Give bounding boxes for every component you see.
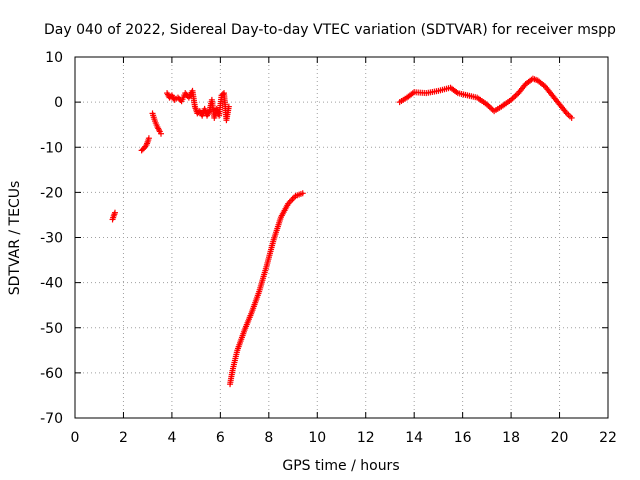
y-tick-label: -20 — [40, 185, 63, 201]
y-tick-label: -50 — [40, 321, 63, 337]
y-tick-label: -10 — [40, 140, 63, 156]
ticks: 0 2 4 6 8 10 12 14 16 18 20 22 -70 -60 -50 -40 -30 -20 -10… — [40, 50, 617, 446]
data-point — [158, 130, 165, 137]
y-axis-label: SDTVAR / TECUs — [7, 181, 23, 296]
x-axis-label: GPS time / hours — [282, 458, 399, 474]
data-point — [299, 190, 306, 197]
y-tick-label: -30 — [40, 231, 63, 247]
data-point — [145, 135, 152, 142]
data-point — [111, 209, 118, 216]
grid — [75, 57, 608, 418]
data-points — [109, 75, 575, 388]
data-point — [512, 92, 519, 99]
x-tick-label: 20 — [551, 430, 569, 446]
x-tick-label: 12 — [357, 430, 375, 446]
data-point — [568, 114, 575, 121]
data-point — [486, 104, 493, 111]
x-tick-label: 18 — [502, 430, 520, 446]
x-tick-label: 4 — [167, 430, 176, 446]
chart-title: Day 040 of 2022, Sidereal Day-to-day VTE… — [44, 22, 616, 38]
x-tick-label: 14 — [405, 430, 423, 446]
x-tick-label: 2 — [119, 430, 128, 446]
x-tick-label: 16 — [454, 430, 472, 446]
x-tick-label: 8 — [264, 430, 273, 446]
y-tick-label: -40 — [40, 276, 63, 292]
data-point — [510, 94, 517, 101]
y-tick-label: 0 — [54, 95, 63, 111]
y-tick-label: 10 — [45, 50, 63, 66]
y-tick-label: -70 — [40, 411, 63, 427]
x-tick-label: 6 — [216, 430, 225, 446]
y-tick-label: -60 — [40, 366, 63, 382]
x-tick-label: 22 — [599, 430, 617, 446]
x-tick-label: 10 — [308, 430, 326, 446]
plot-frame — [74, 56, 609, 419]
x-tick-label: 0 — [71, 430, 80, 446]
data-point — [225, 103, 232, 110]
